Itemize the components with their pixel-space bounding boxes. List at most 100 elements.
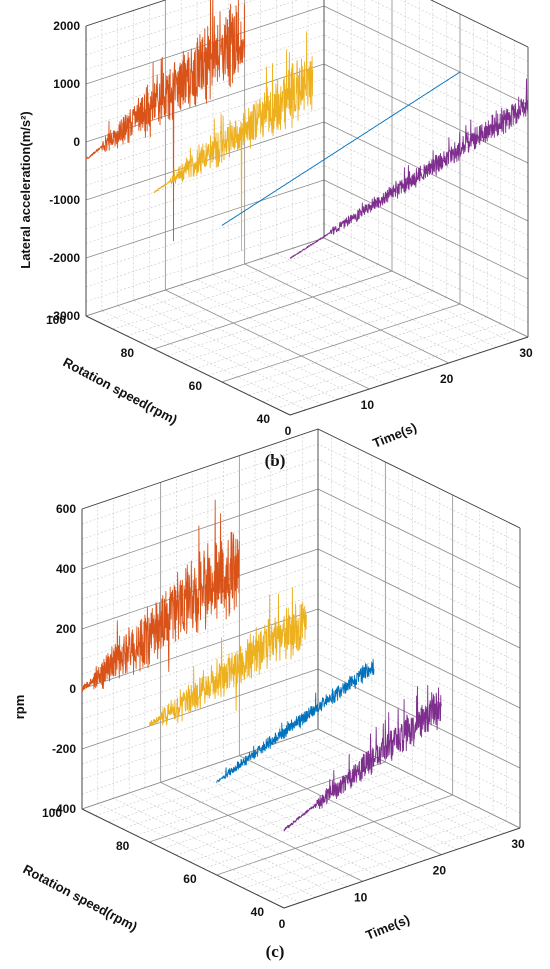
- grid-line: [81, 713, 319, 795]
- grid-line: [85, 34, 325, 114]
- grid-line: [176, 776, 379, 877]
- z-tick-label: 1000: [53, 77, 80, 91]
- grid-line: [292, 248, 497, 348]
- x-axis-label: Time(s): [364, 912, 412, 943]
- grid-line: [260, 258, 465, 359]
- grid-line: [270, 744, 473, 845]
- grid-line: [317, 593, 521, 694]
- grid-line: [113, 798, 316, 898]
- grid-line: [85, 150, 325, 230]
- grid-line: [317, 533, 521, 634]
- series-rpm-80: [153, 31, 314, 252]
- grid-line: [317, 713, 521, 814]
- grid-line: [117, 305, 322, 405]
- grid-line: [212, 274, 418, 374]
- grid-line: [286, 739, 489, 839]
- z-tick-label: -2000: [49, 251, 80, 265]
- grid-line: [317, 698, 521, 799]
- grid-line: [81, 668, 319, 750]
- grid-line: [317, 728, 521, 829]
- panel-label: (b): [265, 451, 286, 470]
- z-axis-label: Lateral acceleration(m/s²): [18, 111, 33, 269]
- grid-line: [323, 165, 529, 265]
- grid-line: [207, 766, 410, 866]
- x-tick-label: 10: [361, 398, 375, 412]
- grid-line: [221, 303, 461, 383]
- z-axis-label: rpm: [12, 695, 27, 720]
- grid-line: [85, 194, 325, 273]
- grid-line: [239, 755, 442, 856]
- x-tick-label: 30: [511, 837, 525, 851]
- z-tick-label: 0: [69, 682, 76, 696]
- grid-line: [323, 5, 529, 106]
- grid-line: [122, 748, 359, 830]
- grid-line: [317, 653, 521, 754]
- grid-line: [101, 310, 306, 411]
- grid-line: [270, 821, 507, 902]
- x-axis-line: [283, 827, 521, 909]
- grid-line: [133, 300, 338, 400]
- grid-line: [85, 237, 325, 317]
- series-rpm-60: [221, 71, 461, 226]
- z-tick-label: 0: [73, 135, 80, 149]
- grid-line: [153, 270, 393, 350]
- grid-line: [167, 277, 406, 356]
- grid-line: [162, 768, 399, 849]
- y-tick-label: 80: [116, 839, 130, 853]
- grid-line: [317, 608, 521, 709]
- y-axis-line: [81, 808, 285, 909]
- panel-label: (c): [266, 942, 285, 961]
- grid-line: [244, 263, 449, 364]
- grid-line: [317, 503, 521, 604]
- grid-line: [81, 458, 319, 540]
- grid-line: [323, 223, 529, 323]
- y-tick-label: 60: [183, 872, 197, 886]
- grid-line: [85, 107, 325, 186]
- grid-line: [276, 330, 515, 409]
- grid-line: [81, 698, 319, 780]
- grid-line: [223, 760, 426, 861]
- grid-line: [108, 741, 346, 823]
- y-tick-label: 100: [46, 313, 66, 327]
- x-tick-label: 0: [285, 424, 292, 438]
- grid-line: [113, 250, 352, 330]
- z-tick-label: 2000: [53, 19, 80, 33]
- grid-line: [85, 0, 255, 56]
- grid-line: [317, 518, 521, 619]
- x-tick-label: 30: [519, 346, 533, 360]
- grid-line: [85, 49, 325, 128]
- y-axis-line: [85, 315, 291, 416]
- x-axis-label: Time(s): [371, 420, 419, 451]
- grid-line: [81, 683, 319, 765]
- grid-line: [81, 488, 319, 570]
- grid-line: [95, 735, 332, 816]
- grid-line: [323, 208, 529, 309]
- z-tick-label: 400: [56, 562, 76, 576]
- grid-line: [181, 284, 386, 385]
- y-tick-label: 80: [121, 346, 135, 360]
- series-rpm-100: [81, 499, 240, 692]
- grid-line: [140, 264, 379, 343]
- grid-line: [323, 92, 529, 193]
- frame-edge: [85, 0, 167, 27]
- grid-line: [194, 290, 433, 370]
- series-rpm-40: [283, 685, 442, 832]
- grid-line: [317, 623, 521, 724]
- grid-line: [85, 223, 325, 302]
- grid-line: [317, 548, 521, 649]
- grid-line: [323, 136, 529, 236]
- grid-line: [323, 34, 529, 135]
- grid-line: [149, 294, 354, 395]
- grid-line: [85, 208, 325, 288]
- z-tick-label: -200: [52, 742, 76, 756]
- grid-line: [160, 781, 363, 882]
- grid-line: [317, 488, 521, 589]
- y-tick-label: 100: [42, 806, 62, 820]
- y-tick-label: 40: [257, 412, 271, 426]
- x-tick-label: 20: [433, 864, 447, 878]
- series-rpm-40: [289, 78, 529, 259]
- grid-line: [99, 244, 338, 323]
- grid-line: [370, 0, 529, 77]
- grid-line: [81, 578, 319, 660]
- frame-edge: [430, 0, 529, 48]
